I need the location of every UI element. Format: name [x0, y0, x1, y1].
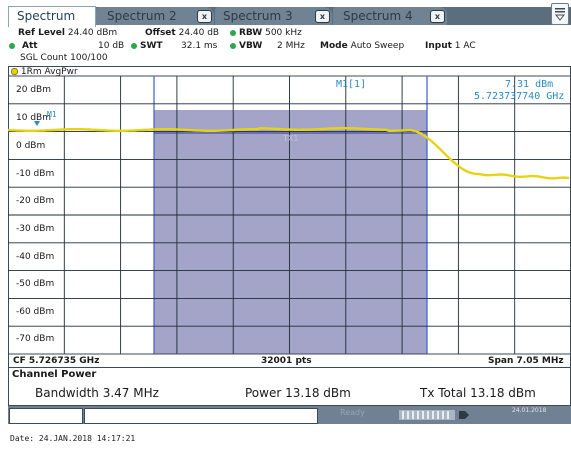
- tab-spectrum-4-label[interactable]: Spectrum 4 x: [333, 7, 447, 25]
- y-label-m60: -60 dBm: [16, 307, 55, 317]
- marker-level: 7.31 dBm: [505, 79, 554, 90]
- tab-spectrum-4[interactable]: [333, 7, 447, 25]
- rbw[interactable]: RBW 500 kHz: [239, 28, 302, 39]
- vbw-label: VBW: [239, 41, 263, 51]
- marker-freq: 5.723737740 GHz: [474, 91, 565, 102]
- green-dot-icon: [9, 43, 15, 49]
- ref-level-value: 24.40 dBm: [67, 28, 118, 38]
- close-icon[interactable]: x: [430, 10, 445, 23]
- y-label-10: 10 dBm: [16, 113, 51, 123]
- channel-bar-tx1: [154, 110, 427, 354]
- y-label-m20: -20 dBm: [16, 196, 55, 206]
- span[interactable]: Span 7.05 MHz: [488, 356, 564, 366]
- green-dot-icon: [230, 30, 236, 36]
- trace-avgpwr: [8, 127, 570, 180]
- att[interactable]: Att: [22, 41, 38, 52]
- trace-label[interactable]: 1Rm AvgPwr: [11, 67, 78, 78]
- marker-flag[interactable]: M1: [47, 110, 57, 119]
- y-label-m30: -30 dBm: [16, 224, 55, 234]
- ref-level[interactable]: Ref Level 24.40 dBm: [18, 28, 117, 39]
- tab-spectrum-3-label[interactable]: Spectrum 3 x: [215, 7, 332, 25]
- bandwidth-readout: Bandwidth 3.47 MHz: [35, 386, 159, 400]
- y-label-0: 0 dBm: [16, 141, 46, 151]
- bandwidth-value: 3.47 MHz: [102, 386, 159, 400]
- mode-value: Auto Sweep: [350, 41, 405, 51]
- tx-total-value: 13.18 dBm: [470, 386, 536, 400]
- swt-label: SWT: [140, 41, 163, 51]
- tab-label: Spectrum: [17, 9, 76, 23]
- swt-value: 32.1 ms: [181, 41, 218, 51]
- power-label: Power: [245, 386, 282, 400]
- trace-dot-icon: [11, 68, 18, 75]
- tab-label: Spectrum 2: [107, 9, 177, 23]
- tx-total-readout: Tx Total 13.18 dBm: [420, 386, 536, 400]
- ref-level-label: Ref Level: [18, 28, 65, 38]
- capture-date: Date: 24.JAN.2018 14:17:21: [10, 434, 136, 443]
- tab-spectrum-2[interactable]: [96, 7, 214, 25]
- y-label-m70: -70 dBm: [16, 334, 55, 344]
- sgl-count: SGL Count 100/100: [20, 53, 108, 63]
- marker-name: M1[1]: [336, 79, 367, 90]
- close-icon[interactable]: x: [315, 10, 330, 23]
- progress-icon: [399, 410, 469, 420]
- y-label-m40: -40 dBm: [16, 252, 55, 262]
- sweep-points: 32001 pts: [261, 356, 312, 366]
- hamburger-icon-glyph: [554, 8, 566, 21]
- tab-spectrum-2-label[interactable]: Spectrum 2 x: [96, 7, 214, 25]
- plot-canvas: [8, 75, 571, 355]
- tab-label: Spectrum 3: [223, 9, 293, 23]
- offset[interactable]: Offset 24.40 dB: [145, 28, 219, 39]
- power-readout: Power 13.18 dBm: [245, 386, 351, 400]
- tab-spectrum[interactable]: Spectrum: [8, 6, 96, 27]
- center-frequency[interactable]: CF 5.726735 GHz: [13, 356, 100, 366]
- mode[interactable]: Mode Auto Sweep: [320, 41, 404, 52]
- close-icon[interactable]: x: [197, 10, 212, 23]
- tab-spectrum-3[interactable]: [215, 7, 332, 25]
- rbw-label: RBW: [239, 28, 263, 38]
- vbw[interactable]: VBW: [239, 41, 262, 52]
- marker-m1-triangle: [34, 121, 40, 126]
- offset-value: 24.40 dB: [178, 28, 220, 38]
- input-label: Input: [425, 41, 452, 51]
- channel-power-title: Channel Power: [12, 369, 97, 380]
- bandwidth-label: Bandwidth: [35, 386, 99, 400]
- trace-label-text: 1Rm AvgPwr: [20, 67, 78, 77]
- att-label: Att: [22, 41, 38, 51]
- tx-total-label: Tx Total: [420, 386, 467, 400]
- status-ready: Ready: [340, 408, 365, 417]
- y-label-20: 20 dBm: [16, 85, 51, 95]
- input[interactable]: Input 1 AC: [425, 41, 476, 52]
- green-dot-icon: [131, 43, 137, 49]
- y-label-m10: -10 dBm: [16, 169, 55, 179]
- swt[interactable]: SWT: [140, 41, 163, 52]
- channel-label-tx1: TX1: [283, 134, 299, 143]
- att-value: 10 dB: [98, 41, 125, 51]
- green-dot-icon: [230, 43, 236, 49]
- status-field-2[interactable]: [84, 408, 318, 424]
- status-field-1[interactable]: [9, 408, 83, 424]
- tab-label: Spectrum 4: [343, 9, 413, 23]
- channel-power-panel: [8, 368, 571, 406]
- input-value: 1 AC: [454, 41, 476, 51]
- status-date: 24.01.2018: [512, 407, 547, 414]
- rbw-value: 500 kHz: [265, 28, 302, 38]
- vbw-value: 2 MHz: [277, 41, 305, 51]
- mode-label: Mode: [320, 41, 348, 51]
- offset-label: Offset: [145, 28, 176, 38]
- status-bar: [8, 406, 571, 424]
- power-value: 13.18 dBm: [285, 386, 351, 400]
- y-label-m50: -50 dBm: [16, 279, 55, 289]
- plot-grid: [8, 76, 571, 354]
- hamburger-icon[interactable]: [551, 3, 569, 25]
